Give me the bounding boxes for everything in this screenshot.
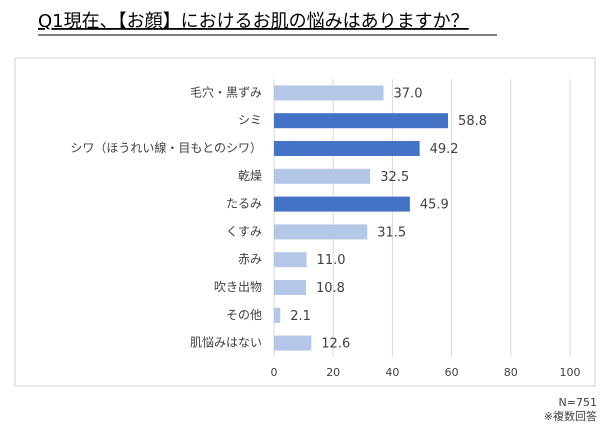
bar bbox=[274, 196, 410, 212]
y-tick-label: くすみ bbox=[226, 224, 262, 238]
x-tick-label: 20 bbox=[326, 366, 340, 379]
chart-frame bbox=[14, 57, 596, 387]
value-label: 49.2 bbox=[430, 142, 459, 157]
bar bbox=[274, 224, 368, 240]
y-tick-label: シワ（ほうれい線・目もとのシワ） bbox=[70, 140, 262, 155]
x-tick-label: 0 bbox=[271, 366, 278, 379]
y-tick-label: 乾燥 bbox=[238, 169, 262, 183]
bar bbox=[274, 113, 449, 129]
value-label: 58.8 bbox=[458, 114, 487, 129]
value-label: 37.0 bbox=[394, 86, 423, 101]
bar bbox=[274, 335, 312, 351]
bar bbox=[274, 280, 306, 295]
y-tick-label: シミ bbox=[238, 113, 262, 127]
chart-title: Q1現在、【お顔】におけるお肌の悩みはありますか？ bbox=[38, 11, 469, 32]
annotation: ※複数回答 bbox=[544, 409, 597, 423]
bar bbox=[274, 307, 281, 323]
x-tick-label: 40 bbox=[385, 366, 399, 379]
bar bbox=[274, 252, 307, 268]
x-tick-label: 80 bbox=[504, 366, 518, 379]
value-label: 32.5 bbox=[380, 170, 409, 185]
bar bbox=[274, 85, 384, 101]
value-label: 10.8 bbox=[316, 281, 345, 296]
y-tick-label: 肌悩みはない bbox=[190, 336, 262, 350]
y-tick-label: 吹き出物 bbox=[214, 280, 262, 294]
bar bbox=[274, 168, 371, 184]
y-tick-label: その他 bbox=[226, 308, 262, 322]
y-tick-label: たるみ bbox=[226, 197, 262, 211]
x-tick-label: 60 bbox=[445, 366, 459, 379]
x-tick-label: 100 bbox=[560, 366, 581, 379]
value-label: 31.5 bbox=[377, 225, 406, 240]
value-label: 11.0 bbox=[317, 253, 346, 268]
value-label: 2.1 bbox=[290, 309, 311, 324]
annotation: N=751 bbox=[559, 396, 597, 409]
bar bbox=[274, 141, 420, 156]
y-tick-label: 毛穴・黒ずみ bbox=[190, 84, 262, 99]
value-label: 12.6 bbox=[321, 337, 350, 352]
y-tick-label: 赤み bbox=[238, 252, 262, 266]
value-label: 45.9 bbox=[420, 198, 449, 213]
